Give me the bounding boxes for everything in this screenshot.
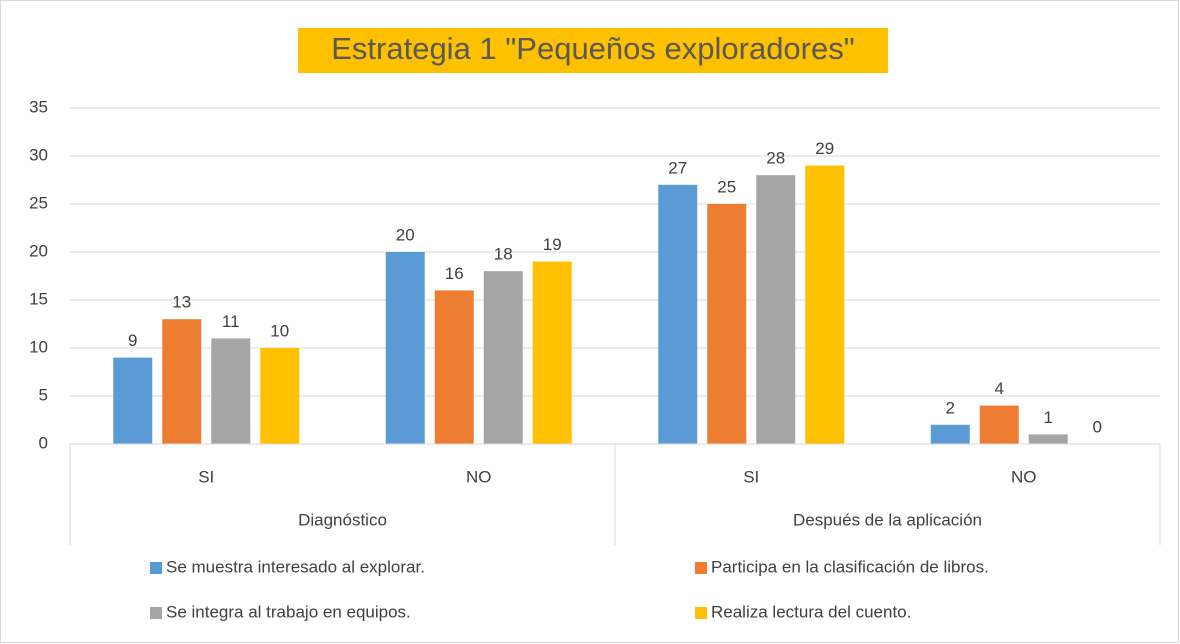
value-label: 1 bbox=[1044, 408, 1053, 427]
value-label: 11 bbox=[222, 312, 240, 331]
legend-label: Se muestra interesado al explorar. bbox=[166, 557, 425, 576]
value-label: 13 bbox=[172, 293, 191, 312]
bar bbox=[162, 319, 202, 444]
x-tick-label: NO bbox=[466, 467, 492, 486]
legend-label: Realiza lectura del cuento. bbox=[711, 602, 911, 621]
value-label: 4 bbox=[995, 379, 1004, 398]
bar bbox=[260, 348, 300, 444]
value-label: 18 bbox=[494, 245, 513, 264]
legend-label: Se integra al trabajo en equipos. bbox=[166, 602, 411, 621]
value-label: 29 bbox=[815, 139, 834, 158]
legend-swatch bbox=[150, 562, 162, 574]
bar bbox=[532, 261, 572, 444]
bar bbox=[483, 271, 523, 444]
y-tick-label: 0 bbox=[39, 433, 48, 452]
bar bbox=[756, 175, 796, 444]
legend-label: Participa en la clasificación de libros. bbox=[711, 557, 989, 576]
bar bbox=[805, 165, 845, 444]
bar bbox=[211, 338, 251, 444]
chart-title: Estrategia 1 "Pequeños exploradores" bbox=[331, 31, 855, 66]
x-tick-label: SI bbox=[743, 467, 759, 486]
value-label: 19 bbox=[543, 235, 562, 254]
value-label: 0 bbox=[1093, 417, 1102, 436]
y-tick-label: 25 bbox=[29, 193, 48, 212]
legend-swatch bbox=[695, 562, 707, 574]
bar bbox=[1028, 434, 1068, 444]
y-tick-label: 15 bbox=[29, 289, 48, 308]
legend-swatch bbox=[150, 607, 162, 619]
group-label: Después de la aplicación bbox=[793, 510, 982, 529]
value-label: 16 bbox=[445, 264, 464, 283]
bar bbox=[707, 204, 747, 444]
y-tick-label: 10 bbox=[29, 337, 48, 356]
y-tick-label: 35 bbox=[29, 97, 48, 116]
bar bbox=[113, 357, 153, 444]
bar bbox=[658, 184, 698, 445]
x-tick-label: SI bbox=[198, 467, 214, 486]
bar bbox=[434, 290, 474, 444]
legend-swatch bbox=[695, 607, 707, 619]
bar bbox=[930, 424, 970, 444]
value-label: 10 bbox=[270, 321, 289, 340]
bar bbox=[385, 252, 425, 444]
y-tick-label: 30 bbox=[29, 145, 48, 164]
x-tick-label: NO bbox=[1011, 467, 1037, 486]
y-tick-label: 5 bbox=[39, 385, 48, 404]
value-label: 25 bbox=[717, 177, 736, 196]
y-tick-label: 20 bbox=[29, 241, 48, 260]
group-label: Diagnóstico bbox=[298, 510, 387, 529]
value-label: 28 bbox=[766, 149, 785, 168]
bar bbox=[979, 405, 1019, 444]
value-label: 2 bbox=[946, 398, 955, 417]
value-label: 9 bbox=[128, 331, 137, 350]
title-box bbox=[298, 28, 888, 73]
value-label: 20 bbox=[396, 225, 415, 244]
value-label: 27 bbox=[668, 158, 687, 177]
